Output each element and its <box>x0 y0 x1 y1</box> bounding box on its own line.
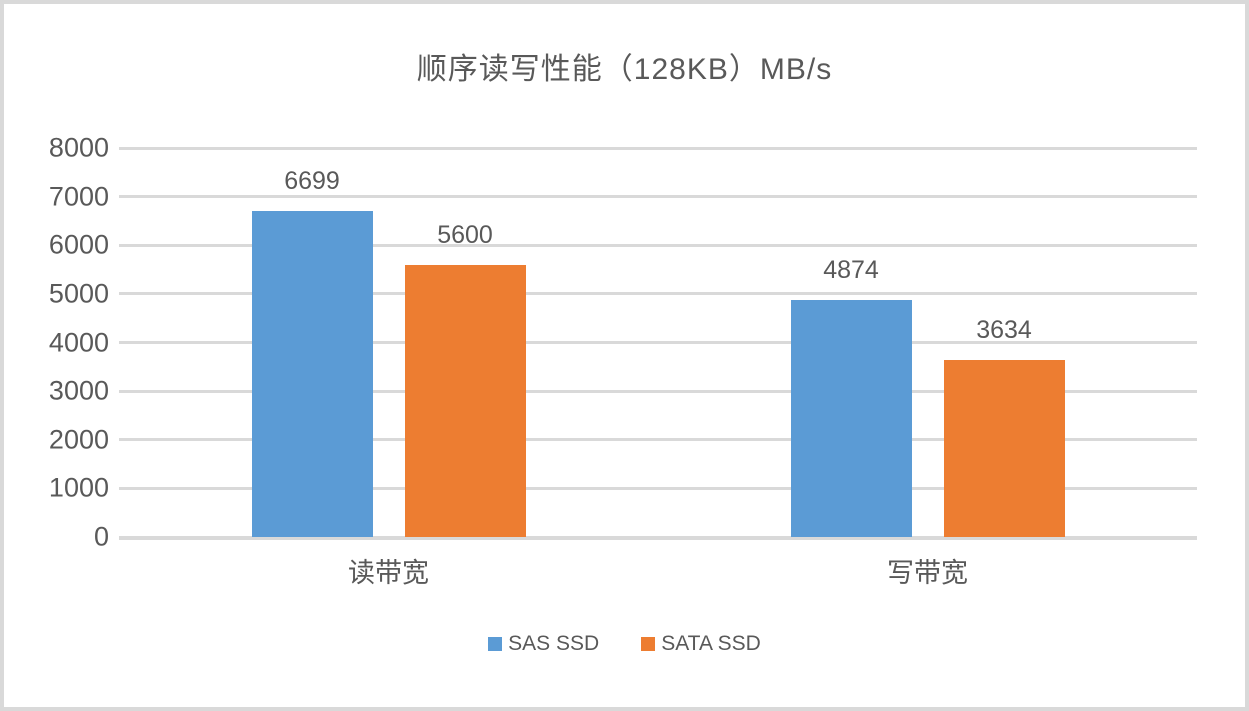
y-axis-tick-label: 6000 <box>48 229 109 260</box>
y-axis-tick-label: 1000 <box>48 472 109 503</box>
x-axis-category-label: 读带宽 <box>348 558 429 588</box>
gridline <box>119 292 1197 296</box>
legend-color-swatch-icon <box>641 637 656 651</box>
x-axis-category-label: 写带宽 <box>887 558 968 588</box>
gridline <box>119 438 1197 442</box>
bar-value-label: 5600 <box>437 220 493 249</box>
y-axis-tick-label: 4000 <box>48 327 109 357</box>
legend-color-swatch-icon <box>488 637 503 651</box>
gridline <box>119 341 1197 344</box>
x-axis-line <box>119 535 1197 540</box>
bar-value-label: 6699 <box>284 167 340 196</box>
legend-label: SAS SSD <box>508 632 600 655</box>
legend-item-sas-ssd: SAS SSD <box>488 632 599 656</box>
gridline <box>119 146 1197 150</box>
y-axis-tick-label: 2000 <box>48 424 109 455</box>
y-axis-tick-label: 8000 <box>48 132 109 163</box>
gridline <box>119 486 1197 490</box>
gridline <box>119 195 1197 199</box>
bar-sas-ssd-1 <box>790 300 912 537</box>
y-axis-tick-label: 3000 <box>48 375 109 406</box>
bar-sas-ssd-0 <box>251 211 373 537</box>
legend-label: SATA SSD <box>661 632 761 655</box>
bar-value-label: 3634 <box>976 316 1032 345</box>
bar-sata-ssd-1 <box>943 360 1065 537</box>
gridline <box>119 243 1197 247</box>
bar-value-label: 4874 <box>823 256 879 284</box>
y-axis-tick-label: 7000 <box>48 181 109 212</box>
legend: SAS SSD SATA SSD <box>4 632 1245 656</box>
y-axis-tick-label: 5000 <box>48 278 109 309</box>
chart-title: 顺序读写性能（128KB）MB/s <box>416 53 833 86</box>
gridline <box>119 389 1197 393</box>
legend-item-sata-ssd: SATA SSD <box>641 632 761 656</box>
bar-sata-ssd-0 <box>404 264 526 537</box>
y-axis-tick-label: 0 <box>93 521 109 552</box>
